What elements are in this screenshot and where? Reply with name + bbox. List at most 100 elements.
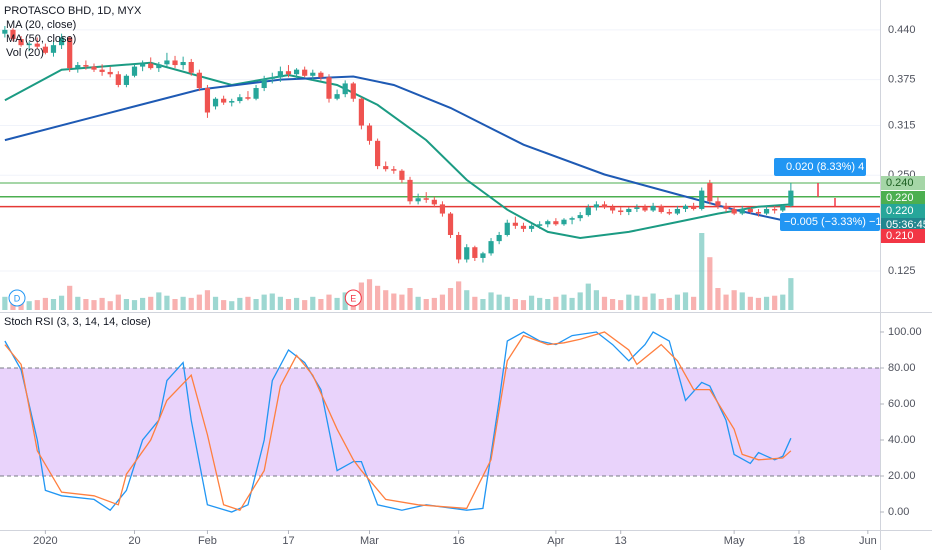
volume-bar xyxy=(2,296,8,310)
volume-bar xyxy=(91,300,97,310)
volume-bar xyxy=(496,294,502,310)
candle-body xyxy=(302,69,308,76)
candle-body xyxy=(561,219,567,225)
volume-bar xyxy=(83,299,89,310)
candle-body xyxy=(204,88,211,113)
candle-body xyxy=(326,77,332,99)
volume-bar xyxy=(545,299,551,310)
volume-bar xyxy=(480,299,486,310)
y-tick-label: 100.00 xyxy=(888,326,922,338)
volume-bar xyxy=(391,293,397,310)
volume-bar xyxy=(58,295,65,310)
stoch-line xyxy=(4,331,792,513)
volume-bar xyxy=(585,283,591,310)
candle-body xyxy=(83,65,89,67)
candle-body xyxy=(391,169,397,171)
candle-body xyxy=(131,66,138,76)
candle-body xyxy=(34,43,40,47)
volume-bar xyxy=(164,295,170,310)
candle-body xyxy=(26,43,32,46)
candle-body xyxy=(140,63,146,67)
event-marker xyxy=(8,289,26,307)
volume-bar xyxy=(780,294,786,310)
candle-body xyxy=(293,69,300,75)
volume-bar xyxy=(42,297,48,310)
volume-bar xyxy=(634,295,640,310)
volume-bar xyxy=(407,288,413,310)
candle-body xyxy=(723,205,729,209)
volume-bar xyxy=(115,294,121,310)
price-tag xyxy=(881,176,925,190)
candle-body xyxy=(212,98,219,107)
candle-body xyxy=(18,39,24,46)
candle-body xyxy=(780,205,786,211)
candle-body xyxy=(682,205,689,209)
candle-body xyxy=(67,37,73,69)
volume-bar xyxy=(682,292,689,310)
candle-body xyxy=(650,205,656,211)
event-label: E xyxy=(350,293,356,303)
event-label: D xyxy=(14,293,21,303)
volume-bar xyxy=(707,257,713,310)
volume-bar xyxy=(326,294,332,310)
annotation-box xyxy=(774,158,866,176)
volume-bar xyxy=(375,285,381,310)
volume-bar xyxy=(464,290,470,310)
volume-bar xyxy=(699,233,705,310)
candle-body xyxy=(447,213,454,235)
candle-body xyxy=(383,166,389,170)
volume-bar xyxy=(431,297,437,310)
candle-body xyxy=(618,210,624,213)
legend-entry: Vol (20) xyxy=(6,47,44,59)
volume-bar xyxy=(342,292,348,310)
pane-title: Stoch RSI (3, 3, 14, 14, close) xyxy=(4,316,151,328)
candle-body xyxy=(626,208,632,213)
price-tag xyxy=(881,218,925,232)
event-marker xyxy=(344,289,362,307)
volume-bar xyxy=(212,296,219,310)
candle-body xyxy=(50,45,57,53)
volume-bar xyxy=(237,297,243,310)
candle-body xyxy=(58,37,65,46)
volume-bar xyxy=(107,301,113,310)
volume-bar xyxy=(261,294,267,310)
volume-bar xyxy=(415,296,421,310)
volume-bar xyxy=(67,285,73,310)
candle-body xyxy=(407,179,413,202)
y-tick-label: 0.375 xyxy=(888,74,916,86)
volume-bar xyxy=(763,296,770,310)
volume-bar xyxy=(577,292,583,310)
band xyxy=(0,367,880,476)
volume-bar xyxy=(618,300,624,310)
volume-bar xyxy=(310,296,316,310)
volume-bar xyxy=(723,294,729,310)
candle-body xyxy=(196,72,202,89)
candle-body xyxy=(666,212,672,214)
candle-body xyxy=(747,208,753,213)
stoch-line xyxy=(4,331,792,511)
volume-bar xyxy=(593,290,599,310)
volume-bar xyxy=(334,297,340,310)
candle-body xyxy=(164,60,170,65)
candle-body xyxy=(358,98,364,126)
candle-body xyxy=(10,29,16,40)
candle-body xyxy=(772,208,778,211)
candle-body xyxy=(545,221,551,225)
candle-body xyxy=(99,69,105,72)
volume-bar xyxy=(504,296,510,310)
candle-body xyxy=(553,221,559,225)
volume-bar xyxy=(739,292,745,310)
price-tag-label: 0.210 xyxy=(886,230,914,242)
candle-body xyxy=(788,190,794,206)
price-tag xyxy=(881,204,925,218)
volume-bar xyxy=(229,301,235,310)
candle-body xyxy=(699,190,705,209)
candle-body xyxy=(277,71,283,78)
candle-body xyxy=(634,207,640,209)
volume-bar xyxy=(383,290,389,310)
candle-body xyxy=(261,78,267,89)
candle-body xyxy=(237,97,243,102)
volume-bar xyxy=(188,297,194,310)
x-tick-label: Jun xyxy=(859,535,877,547)
volume-bar xyxy=(366,279,373,310)
